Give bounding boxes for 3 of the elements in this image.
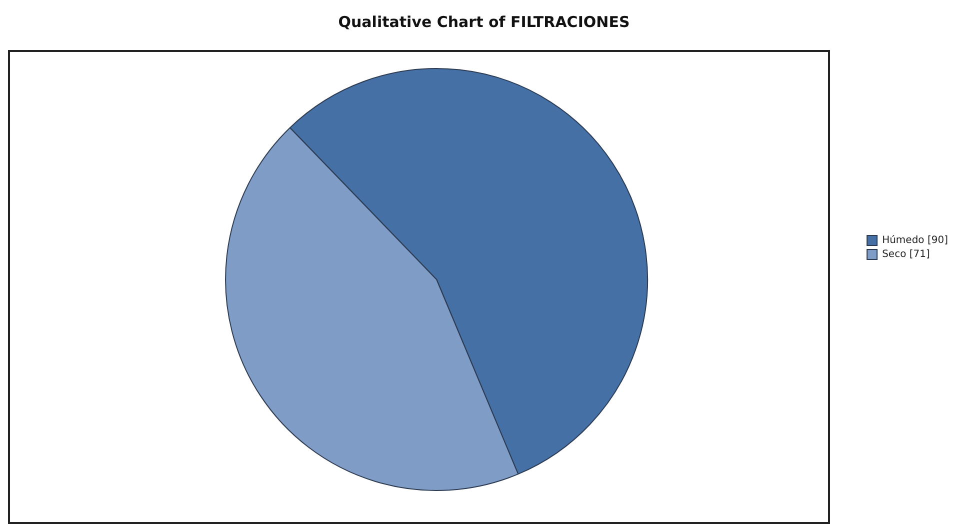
legend-label: Seco [71]: [882, 249, 930, 260]
chart-title: Qualitative Chart of FILTRACIONES: [338, 12, 630, 31]
legend-label: Húmedo [90]: [882, 235, 948, 246]
